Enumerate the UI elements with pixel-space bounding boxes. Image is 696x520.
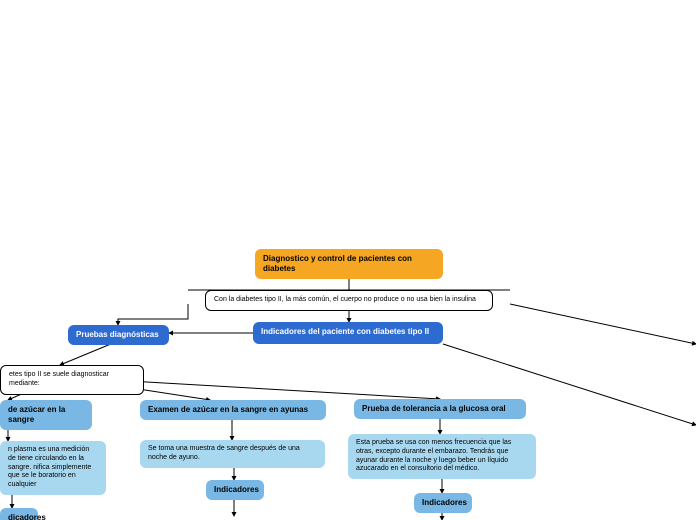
- test1-title: de azúcar en la sangre: [0, 400, 92, 430]
- indicadores-paciente-node: Indicadores del paciente con diabetes ti…: [253, 322, 443, 344]
- test3-indicadores: Indicadores: [414, 493, 472, 513]
- test3-desc: Esta prueba se usa con menos frecuencia …: [348, 434, 536, 479]
- test1-desc: n plasma es una medición de tiene circul…: [0, 441, 106, 495]
- test2-title: Examen de azúcar en la sangre en ayunas: [140, 400, 326, 420]
- root-node: Diagnostico y control de pacientes con d…: [255, 249, 443, 279]
- test1-indicadores: dicadores: [0, 508, 38, 520]
- intro-node: Con la diabetes tipo II, la más común, e…: [205, 290, 493, 311]
- test3-title: Prueba de tolerancia a la glucosa oral: [354, 399, 526, 419]
- pruebas-node: Pruebas diagnósticas: [68, 325, 169, 345]
- test2-indicadores: Indicadores: [206, 480, 264, 500]
- test2-desc: Se toma una muestra de sangre después de…: [140, 440, 325, 468]
- diag-mediante-node: etes tipo II se suele diagnosticar media…: [0, 365, 144, 395]
